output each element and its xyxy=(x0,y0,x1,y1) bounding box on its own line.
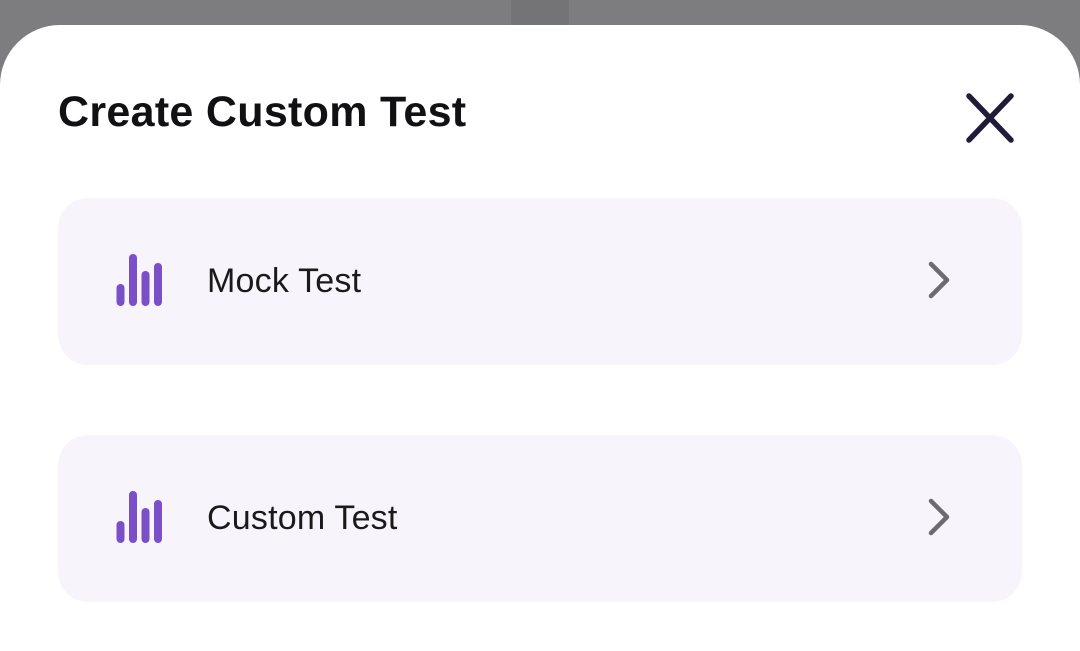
bottom-sheet-modal: Create Custom Test Mock Test xyxy=(0,25,1080,651)
chevron-right-icon xyxy=(926,260,952,303)
option-custom-test[interactable]: Custom Test xyxy=(58,435,1022,602)
background-app-element xyxy=(511,0,569,26)
bar-chart-icon xyxy=(116,491,162,546)
option-label: Custom Test xyxy=(207,499,398,537)
option-label: Mock Test xyxy=(207,262,362,300)
option-mock-test[interactable]: Mock Test xyxy=(58,198,1022,365)
modal-title: Create Custom Test xyxy=(58,88,467,136)
chevron-right-icon xyxy=(926,497,952,540)
bar-chart-icon xyxy=(116,254,162,309)
close-button[interactable] xyxy=(958,87,1022,151)
close-icon xyxy=(966,92,1014,146)
